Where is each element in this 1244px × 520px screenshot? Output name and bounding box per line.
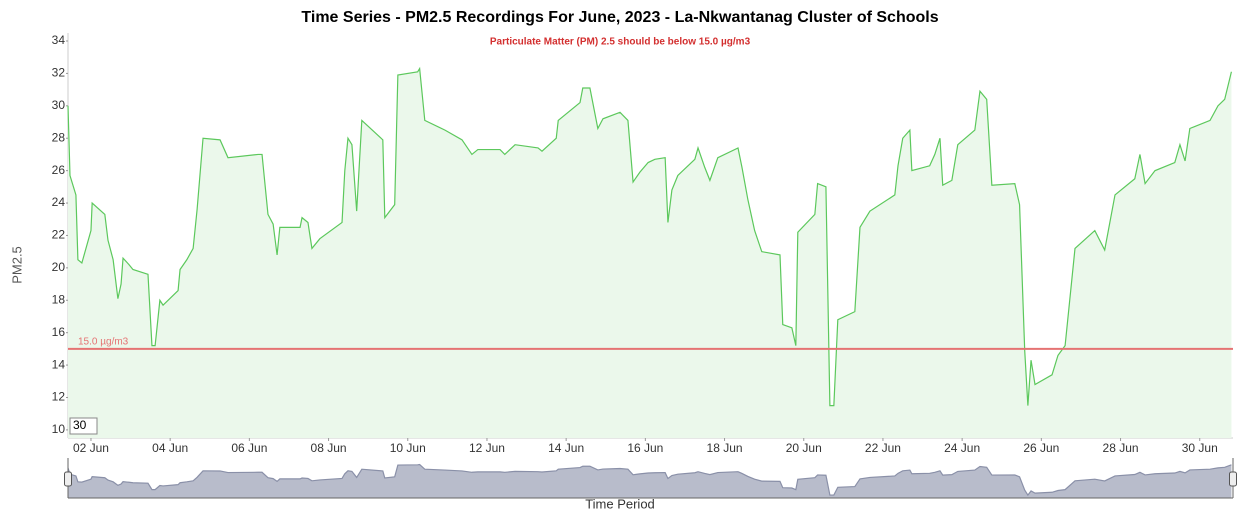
x-tick-label: 30 Jun bbox=[1182, 441, 1218, 455]
y-tick-label: 24 bbox=[52, 195, 66, 209]
y-tick-label: 32 bbox=[52, 66, 66, 80]
y-tick-label: 12 bbox=[52, 390, 66, 404]
navigator-handle[interactable] bbox=[64, 471, 72, 487]
x-tick-label: 26 Jun bbox=[1023, 441, 1059, 455]
navigator-line bbox=[67, 463, 1232, 497]
series-line bbox=[67, 66, 1233, 407]
range-input-text[interactable]: 30 bbox=[73, 418, 87, 432]
x-tick-label: 28 Jun bbox=[1103, 441, 1139, 455]
y-tick-label: 20 bbox=[52, 260, 66, 274]
y-tick-label: 10 bbox=[52, 422, 66, 436]
navigator-area bbox=[68, 464, 1232, 498]
x-tick-label: 18 Jun bbox=[707, 441, 743, 455]
y-tick-label: 30 bbox=[52, 98, 66, 112]
x-tick-label: 10 Jun bbox=[390, 441, 426, 455]
x-tick-label: 06 Jun bbox=[231, 441, 267, 455]
y-tick-label: 16 bbox=[52, 325, 66, 339]
y-tick-label: 26 bbox=[52, 163, 66, 177]
series-area bbox=[68, 68, 1232, 438]
y-tick-label: 18 bbox=[52, 292, 66, 306]
x-axis-label: Time Period bbox=[585, 496, 655, 511]
chart-title: Time Series - PM2.5 Recordings For June,… bbox=[301, 9, 938, 26]
y-tick-label: 14 bbox=[52, 357, 66, 371]
x-tick-label: 02 Jun bbox=[73, 441, 109, 455]
navigator-handle[interactable] bbox=[1229, 471, 1237, 487]
y-tick-label: 22 bbox=[52, 228, 66, 242]
range-input[interactable] bbox=[69, 417, 98, 435]
x-tick-label: 20 Jun bbox=[786, 441, 822, 455]
x-tick-label: 12 Jun bbox=[469, 441, 505, 455]
x-tick-label: 04 Jun bbox=[152, 441, 188, 455]
x-tick-label: 24 Jun bbox=[944, 441, 980, 455]
chart-subtitle: Particulate Matter (PM) 2.5 should be be… bbox=[490, 37, 751, 48]
x-tick-label: 14 Jun bbox=[548, 441, 584, 455]
x-tick-label: 22 Jun bbox=[865, 441, 901, 455]
y-axis-label: PM2.5 bbox=[9, 246, 24, 284]
threshold-label: 15.0 µg/m3 bbox=[78, 337, 129, 348]
y-tick-label: 28 bbox=[52, 130, 66, 144]
y-tick-label: 34 bbox=[52, 33, 66, 47]
x-tick-label: 16 Jun bbox=[627, 441, 663, 455]
x-tick-label: 08 Jun bbox=[311, 441, 347, 455]
